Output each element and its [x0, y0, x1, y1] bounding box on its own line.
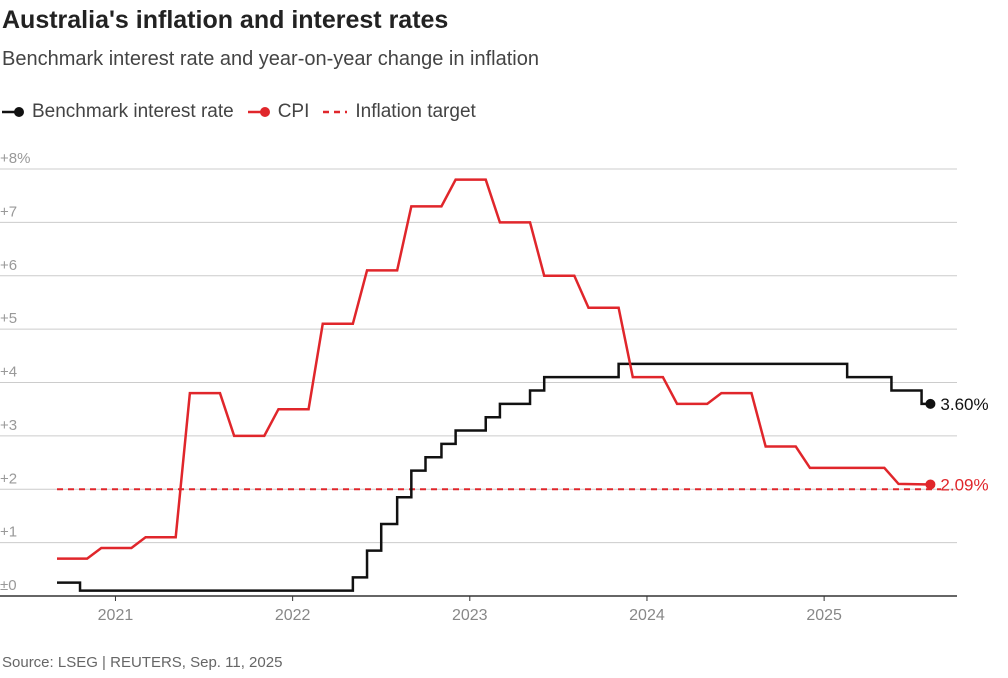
legend-item-cpi: CPI	[247, 101, 310, 123]
series-line-interest-rate	[57, 362, 931, 592]
source-note: Source: LSEG | REUTERS, Sep. 11, 2025	[2, 654, 283, 671]
y-tick-label-8: +8%	[0, 150, 30, 167]
series-end-label-cpi: 2.09%	[940, 475, 988, 494]
chart-subtitle: Benchmark interest rate and year-on-year…	[2, 48, 539, 70]
legend-item-inflation-target: Inflation target	[323, 101, 476, 123]
legend-label-interest-rate: Benchmark interest rate	[32, 101, 234, 122]
y-tick-label-6: +6	[0, 257, 17, 274]
legend-swatch-interest-rate	[2, 107, 24, 117]
series-end-marker-cpi	[925, 479, 936, 490]
x-tick-label-2022: 2022	[275, 607, 311, 624]
legend-item-interest-rate: Benchmark interest rate	[2, 101, 234, 123]
series-end-marker-interest-rate	[925, 398, 936, 409]
series-end-label-interest-rate: 3.60%	[940, 395, 988, 414]
chart-title: Australia's inflation and interest rates	[2, 6, 449, 34]
y-tick-label-3: +3	[0, 417, 17, 434]
legend-swatch-inflation-target	[323, 110, 348, 114]
legend-label-inflation-target: Inflation target	[355, 101, 476, 122]
y-tick-label-2: +2	[0, 470, 17, 487]
y-tick-label-4: +4	[0, 364, 17, 381]
x-tick-label-2023: 2023	[452, 607, 488, 624]
series-line-cpi	[57, 178, 931, 560]
x-tick-label-2021: 2021	[98, 607, 134, 624]
x-tick-label-2025: 2025	[806, 607, 842, 624]
y-tick-label-0: ±0	[0, 577, 17, 594]
legend-label-cpi: CPI	[277, 101, 310, 122]
y-tick-label-5: +5	[0, 310, 17, 327]
y-tick-label-7: +7	[0, 203, 17, 220]
legend-swatch-cpi	[247, 107, 270, 117]
x-tick-label-2024: 2024	[629, 607, 665, 624]
y-tick-label-1: +1	[0, 524, 17, 541]
legend: Benchmark interest rate CPI Inflation ta…	[2, 99, 490, 125]
